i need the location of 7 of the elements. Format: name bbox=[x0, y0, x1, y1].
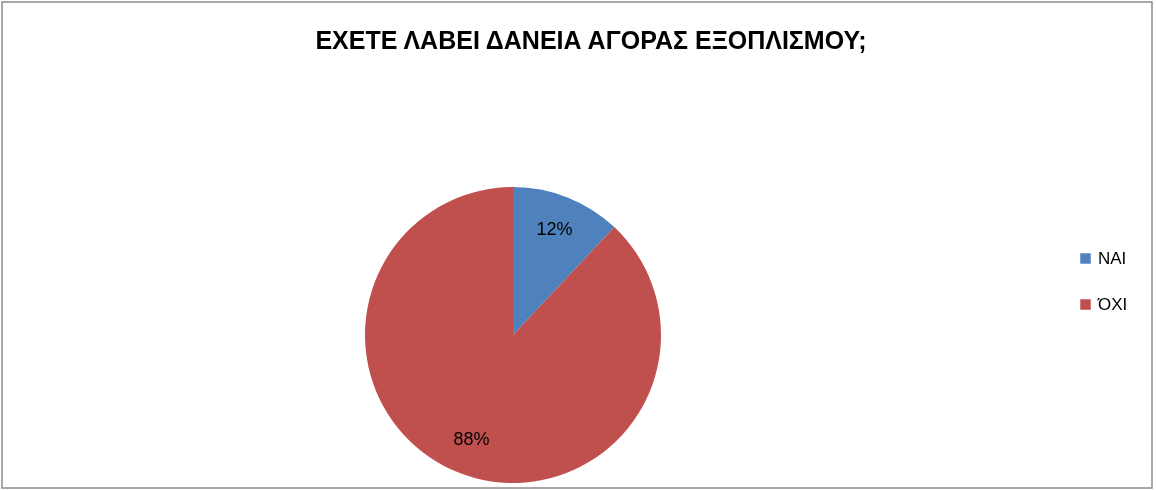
legend-label: ΝΑΙ bbox=[1098, 248, 1127, 268]
pie-slice bbox=[365, 187, 661, 483]
data-label: 12% bbox=[536, 219, 573, 240]
data-label: 88% bbox=[453, 428, 490, 449]
pie-slice bbox=[513, 187, 615, 335]
legend-label: ΌΧΙ bbox=[1097, 294, 1128, 314]
chart-title: ΕΧΕΤΕ ΛΑΒΕΙ ΔΑΝΕΙΑ ΑΓΟΡΑΣ ΕΞΟΠΛΙΣΜΟΥ; bbox=[315, 26, 867, 54]
